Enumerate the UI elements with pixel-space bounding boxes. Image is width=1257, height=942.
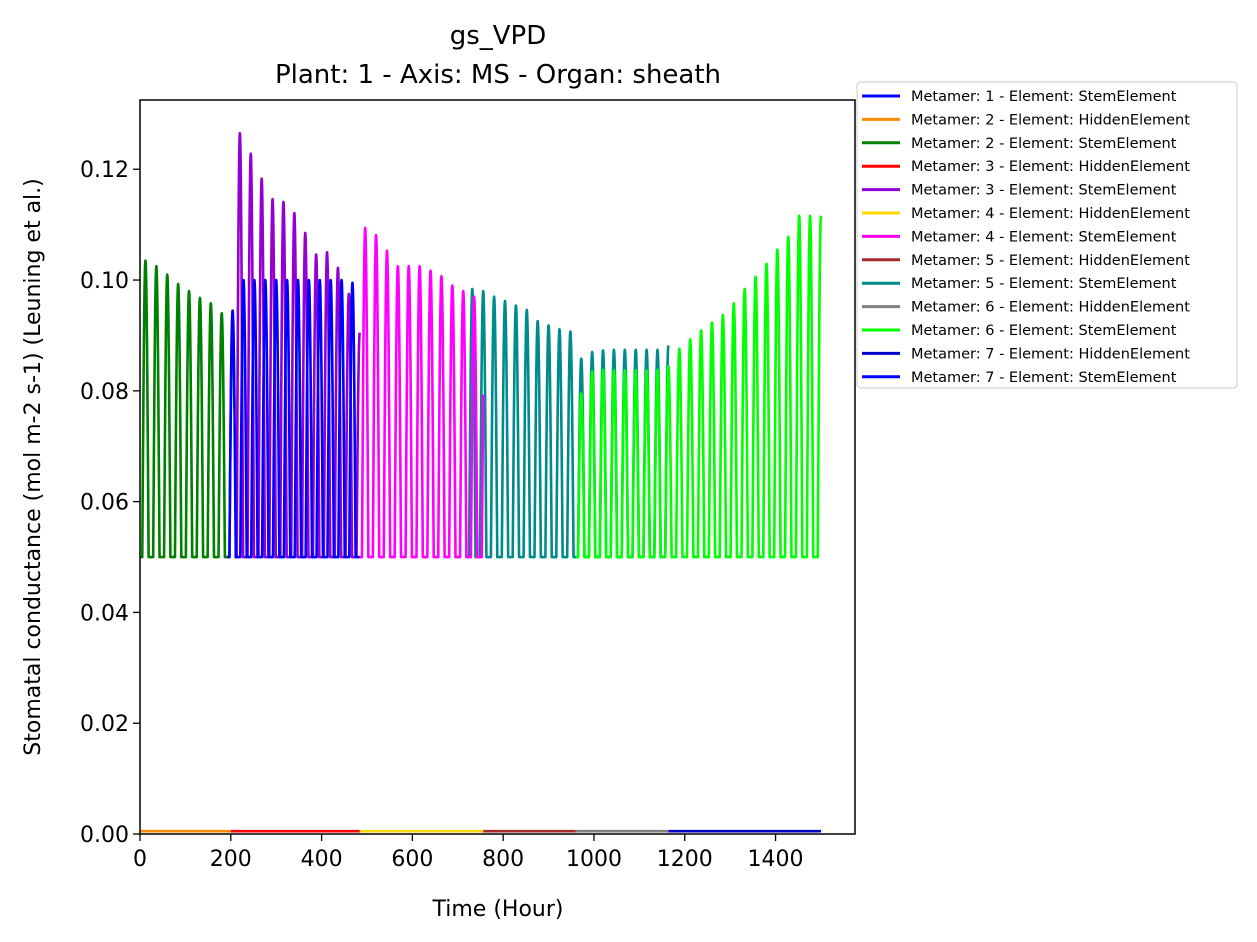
x-tick-label: 400: [301, 847, 343, 872]
legend-box: [856, 81, 1238, 389]
series-line: [138, 259, 236, 559]
y-axis: 0.00 0.02 0.04 0.06 0.08 0.10 0.12: [80, 158, 140, 848]
x-tick-label: 200: [210, 847, 252, 872]
legend-entry-label: Metamer: 7 - Element: StemElement: [911, 370, 1177, 386]
plot-frame: [139, 99, 856, 835]
legend-entry-label: Metamer: 4 - Element: StemElement: [911, 229, 1177, 245]
legend-entry-label: Metamer: 5 - Element: StemElement: [911, 276, 1177, 292]
y-tick-label: 0.08: [80, 380, 129, 405]
x-axis: 0 200 400 600 800 1000 1200 1400: [133, 834, 804, 872]
series-line: [574, 214, 823, 559]
legend-entry-label: Metamer: 2 - Element: HiddenElement: [911, 112, 1190, 128]
chart-subtitle: Plant: 1 - Axis: MS - Organ: sheath: [275, 60, 721, 90]
legend-entry-label: Metamer: 5 - Element: HiddenElement: [911, 253, 1190, 269]
x-tick-label: 1400: [748, 847, 804, 872]
x-tick-label: 1000: [566, 847, 622, 872]
y-tick-label: 0.00: [80, 823, 129, 848]
x-axis-label: Time (Hour): [432, 897, 564, 922]
legend-entry-label: Metamer: 7 - Element: HiddenElement: [911, 346, 1190, 362]
y-tick-label: 0.04: [80, 601, 129, 626]
x-tick-label: 600: [391, 847, 433, 872]
y-axis-label: Stomatal conductance (mol m-2 s-1) (Leun…: [21, 178, 46, 755]
series-layer: [138, 131, 823, 833]
legend: Metamer: 1 - Element: StemElement Metamer…: [856, 81, 1238, 389]
legend-entry-label: Metamer: 1 - Element: StemElement: [911, 89, 1177, 105]
y-tick-label: 0.06: [80, 491, 129, 516]
series-line: [226, 278, 361, 559]
legend-entry-label: Metamer: 2 - Element: StemElement: [911, 136, 1177, 152]
series-line: [358, 226, 485, 559]
legend-entry-label: Metamer: 3 - Element: HiddenElement: [911, 159, 1190, 175]
series-line: [233, 131, 362, 559]
y-tick-label: 0.12: [80, 158, 129, 183]
chart-title: gs_VPD: [450, 21, 547, 51]
y-tick-label: 0.02: [80, 712, 129, 737]
x-tick-label: 1200: [657, 847, 713, 872]
y-tick-label: 0.10: [80, 269, 129, 294]
legend-entry-label: Metamer: 3 - Element: StemElement: [911, 183, 1177, 199]
legend-entry-label: Metamer: 4 - Element: HiddenElement: [911, 206, 1190, 222]
x-tick-label: 800: [482, 847, 524, 872]
legend-entry-label: Metamer: 6 - Element: StemElement: [911, 323, 1177, 339]
legend-entry-label: Metamer: 6 - Element: HiddenElement: [911, 300, 1190, 316]
x-tick-label: 0: [133, 847, 147, 872]
